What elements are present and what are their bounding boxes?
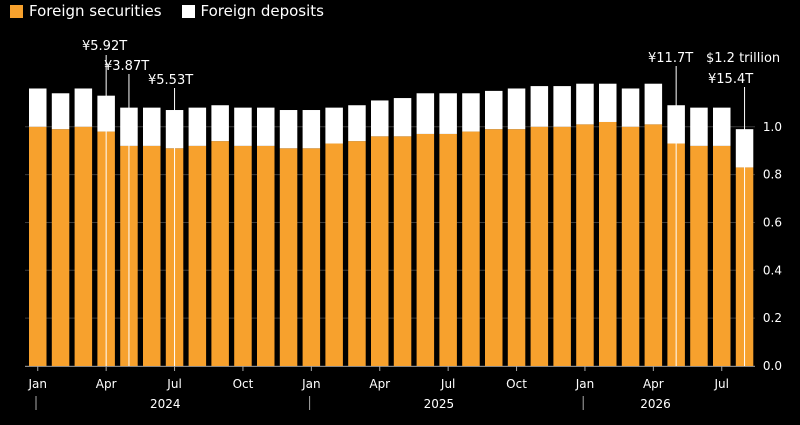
bar-securities xyxy=(507,129,526,366)
legend-swatch-securities xyxy=(10,4,23,18)
x-year-label: 2025 xyxy=(424,397,455,411)
bar-deposits xyxy=(51,93,70,130)
bar-deposits xyxy=(257,107,275,146)
annotation-label: ¥11.7T xyxy=(648,51,693,66)
bar-securities xyxy=(211,141,229,366)
x-year-label: 2024 xyxy=(150,397,181,411)
legend-label-deposits: Foreign deposits xyxy=(200,2,324,20)
bar-deposits xyxy=(29,88,47,127)
bar-deposits xyxy=(143,107,161,146)
bar-deposits xyxy=(439,93,457,134)
x-tick-label: Apr xyxy=(96,377,117,391)
bar-deposits xyxy=(279,110,298,149)
bar-deposits xyxy=(302,110,321,149)
x-tick-label: Apr xyxy=(369,377,390,391)
bar-securities xyxy=(621,126,640,367)
bar-securities xyxy=(416,133,435,366)
legend-item-securities: Foreign securities xyxy=(10,2,162,20)
bar-deposits xyxy=(325,107,343,144)
annotation-label: ¥15.4T xyxy=(708,72,753,87)
bar-deposits xyxy=(462,93,480,132)
x-tick-label: Oct xyxy=(233,377,254,391)
bar-securities xyxy=(690,145,708,366)
y-tick-label: 0.8 xyxy=(763,168,782,182)
bar-deposits xyxy=(393,98,412,137)
legend-swatch-deposits xyxy=(181,4,195,18)
bar-deposits xyxy=(713,107,731,146)
bar-securities xyxy=(29,126,47,367)
bar-deposits xyxy=(211,105,229,142)
bar-securities xyxy=(371,136,389,366)
x-tick-label: Jul xyxy=(714,377,729,391)
annotation-label: ¥5.92T xyxy=(82,39,127,54)
bar-securities xyxy=(279,148,298,366)
annotation-label: ¥5.53T xyxy=(148,73,193,88)
annotation-label: ¥3.87T xyxy=(104,59,149,74)
bar-securities xyxy=(325,143,343,366)
bar-deposits xyxy=(599,83,617,122)
bar-deposits xyxy=(416,93,435,134)
bar-deposits xyxy=(348,105,366,142)
annotation-label: $1.2 trillion xyxy=(706,51,780,66)
bar-securities xyxy=(530,126,549,367)
bar-deposits xyxy=(188,107,207,146)
x-year-label: 2026 xyxy=(640,397,671,411)
bar-securities xyxy=(74,126,93,367)
bar-deposits xyxy=(621,88,640,127)
bar-deposits xyxy=(553,86,571,127)
legend-label-securities: Foreign securities xyxy=(29,2,162,20)
bar-securities xyxy=(576,124,594,366)
bar-securities xyxy=(599,121,617,366)
bar-securities xyxy=(51,129,70,366)
bar-securities xyxy=(143,145,161,366)
x-tick-label: Jul xyxy=(440,377,455,391)
bar-securities xyxy=(713,145,731,366)
bar-securities xyxy=(485,129,503,366)
x-tick-label: Apr xyxy=(643,377,664,391)
bar-deposits xyxy=(485,90,503,130)
x-tick-label: Jan xyxy=(28,377,48,391)
bar-securities xyxy=(188,145,207,366)
bar-deposits xyxy=(74,88,93,127)
x-tick-label: Jan xyxy=(575,377,595,391)
bar-securities xyxy=(302,148,321,366)
bar-securities xyxy=(393,136,412,366)
x-tick-label: Jul xyxy=(166,377,181,391)
legend: Foreign securities Foreign deposits xyxy=(10,2,324,20)
bar-deposits xyxy=(371,100,389,137)
bar-securities xyxy=(462,131,480,366)
bar-securities xyxy=(553,126,571,367)
y-tick-label: 0.2 xyxy=(763,311,782,325)
x-tick-label: Oct xyxy=(506,377,527,391)
x-tick-label: Jan xyxy=(301,377,321,391)
legend-item-deposits: Foreign deposits xyxy=(181,2,324,20)
bar-securities xyxy=(644,124,663,366)
bar-deposits xyxy=(234,107,252,146)
bar-securities xyxy=(234,145,252,366)
bar-deposits xyxy=(576,83,594,125)
y-tick-label: 0.6 xyxy=(763,215,782,229)
bar-deposits xyxy=(507,88,526,130)
bar-deposits xyxy=(644,83,663,125)
y-tick-label: 0.4 xyxy=(763,263,782,277)
bar-deposits xyxy=(690,107,708,146)
bar-securities xyxy=(439,133,457,366)
bar-securities xyxy=(348,141,366,366)
y-tick-label: 1.0 xyxy=(763,120,782,134)
bar-securities xyxy=(257,145,275,366)
y-tick-label: 0.0 xyxy=(763,359,782,373)
bar-deposits xyxy=(530,86,549,127)
